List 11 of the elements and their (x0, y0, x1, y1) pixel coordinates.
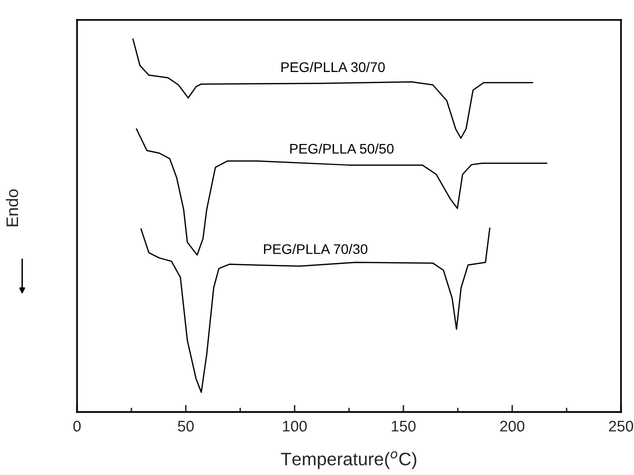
x-tick-label: 50 (178, 420, 194, 432)
y-axis-title: Endo (6, 189, 18, 226)
x-axis-title: Temperature($^{o}$C) (280, 451, 416, 469)
x-tick-label: 0 (73, 420, 81, 432)
x-tick-label: 150 (392, 420, 416, 432)
series-label: PEG/PLLA 30/70 (281, 62, 385, 72)
series-label: PEG/PLLA 50/50 (290, 143, 394, 154)
x-tick-label: 200 (500, 420, 524, 432)
x-tick-label: 250 (609, 420, 634, 432)
series-label: PEG/PLLA 70/30 (264, 244, 368, 254)
x-tick-label: 100 (283, 420, 307, 432)
